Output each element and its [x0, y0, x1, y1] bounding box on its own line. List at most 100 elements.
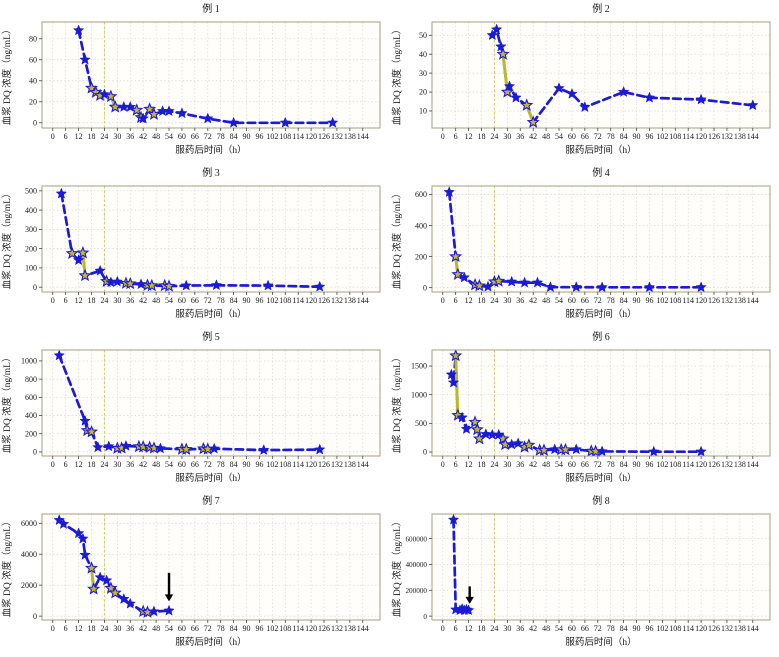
x-tick-label: 60	[178, 624, 186, 633]
data-point-star	[505, 275, 518, 287]
x-tick-label: 102	[656, 296, 668, 305]
x-tick-label: 138	[344, 132, 356, 141]
x-tick-label: 72	[204, 624, 212, 633]
data-point-star	[449, 348, 463, 362]
data-point-star	[227, 116, 240, 128]
x-tick-label: 90	[633, 624, 641, 633]
x-tick-label: 108	[669, 296, 681, 305]
x-tick-label: 30	[503, 296, 511, 305]
data-point-star	[72, 24, 85, 36]
x-tick-label: 78	[607, 296, 615, 305]
x-tick-label: 60	[568, 624, 576, 633]
x-tick-label: 138	[734, 296, 746, 305]
x-tick-label: 102	[266, 460, 278, 469]
data-point-star	[135, 278, 147, 290]
data-point-star	[496, 431, 510, 445]
y-tick-label: 400	[25, 411, 37, 420]
data-point-stars	[486, 23, 759, 128]
y-tick-label: 0	[423, 448, 427, 457]
x-tick-label: 78	[217, 460, 225, 469]
y-tick-label: 1000	[21, 357, 37, 366]
data-point-star	[522, 438, 536, 451]
x-tick-label: 144	[747, 296, 759, 305]
x-tick-label: 78	[607, 460, 615, 469]
tick-marks	[429, 34, 754, 131]
x-tick-label: 12	[75, 460, 83, 469]
data-point-star	[124, 100, 137, 112]
x-tick-labels: 0 6 12 18 24 30 36 42 48 54 60 66 72 78 84 90 96 102 108 11…	[51, 132, 369, 141]
chart-8-canvas: 例 80 6 12 18 24 30 36 42 48 54 60 66 72 78 84 90 96 102 10…	[390, 492, 779, 656]
y-tick-label: 600	[415, 190, 427, 199]
data-point-star	[65, 246, 79, 260]
x-tick-label: 132	[721, 132, 733, 141]
data-point-star	[210, 279, 223, 291]
data-point-stars	[55, 187, 326, 292]
x-tick-label: 78	[217, 132, 225, 141]
y-tick-labels: 0 500 1000 1500	[411, 362, 427, 457]
x-tick-label: 132	[721, 624, 733, 633]
y-tick-label: 0	[33, 118, 37, 127]
annotation-arrow	[164, 572, 174, 602]
data-point-star	[462, 604, 475, 616]
x-tick-label: 12	[75, 296, 83, 305]
x-tick-label: 42	[139, 132, 147, 141]
y-tick-label: 40	[29, 76, 37, 85]
x-tick-label: 114	[292, 132, 304, 141]
data-point-star	[176, 107, 188, 119]
x-tick-label: 24	[100, 296, 108, 305]
x-tick-label: 96	[255, 132, 263, 141]
x-tick-label: 0	[51, 624, 55, 633]
y-tick-label: 2000	[21, 581, 37, 590]
y-tick-labels: 0 2000 4000 6000	[21, 519, 37, 621]
plot-border	[41, 513, 381, 621]
tick-marks	[429, 194, 754, 295]
y-tick-label: 10	[419, 107, 427, 116]
x-tick-label: 42	[529, 132, 537, 141]
data-point-star	[447, 376, 460, 388]
x-tick-label: 66	[191, 296, 199, 305]
x-tick-labels: 0 6 12 18 24 30 36 42 48 54 60 66 72 78 84 90 96 102 108 11…	[441, 132, 759, 141]
plot-area	[42, 186, 380, 292]
data-point-star	[480, 428, 492, 440]
y-tick-label: 0	[33, 612, 37, 621]
x-tick-label: 84	[620, 132, 628, 141]
data-point-star	[579, 101, 591, 113]
x-tick-label: 126	[318, 132, 330, 141]
y-tick-labels: 0 200 400 600	[415, 190, 427, 292]
x-tick-label: 84	[230, 132, 238, 141]
x-axis-label: 服药后时间（h）	[565, 308, 636, 320]
x-tick-label: 96	[645, 132, 653, 141]
chart-cell-3: 例 3 0 6 12 18 24 30 36 42 48 54 60 66 72 78 84 90 96 102 10…	[0, 164, 390, 328]
x-tick-label: 120	[695, 624, 707, 633]
x-tick-label: 78	[607, 624, 615, 633]
data-point-star	[57, 517, 70, 529]
data-point-star	[55, 187, 68, 199]
data-point-star	[104, 89, 118, 103]
x-tick-label: 30	[113, 460, 121, 469]
chart-cell-7: 例 7 0 6 12 18 24 30 36 42 48 54 60 66 72 78 84 90 96 102 10…	[0, 492, 390, 656]
x-tick-label: 120	[695, 132, 707, 141]
y-tick-label: 600	[25, 393, 37, 402]
y-tick-label: 0	[33, 448, 37, 457]
x-tick-label: 84	[620, 460, 628, 469]
x-tick-label: 120	[695, 296, 707, 305]
x-tick-label: 120	[305, 460, 317, 469]
data-point-star	[84, 561, 99, 574]
x-tick-label: 24	[490, 132, 498, 141]
chart-title: 例 7	[202, 494, 220, 507]
x-tick-label: 126	[708, 460, 720, 469]
y-tick-label: 30	[419, 69, 427, 78]
plot-border	[41, 21, 381, 129]
x-tick-label: 60	[568, 460, 576, 469]
x-tick-label: 12	[465, 624, 473, 633]
data-point-stars	[53, 514, 175, 618]
y-tick-label: 80	[29, 34, 37, 43]
x-tick-label: 120	[305, 132, 317, 141]
y-tick-label: 200	[415, 252, 427, 261]
x-tick-label: 48	[152, 132, 160, 141]
x-tick-label: 48	[542, 460, 550, 469]
x-tick-label: 90	[633, 132, 641, 141]
x-tick-label: 126	[708, 296, 720, 305]
grid-lines	[42, 514, 380, 620]
data-point-star	[313, 443, 326, 455]
